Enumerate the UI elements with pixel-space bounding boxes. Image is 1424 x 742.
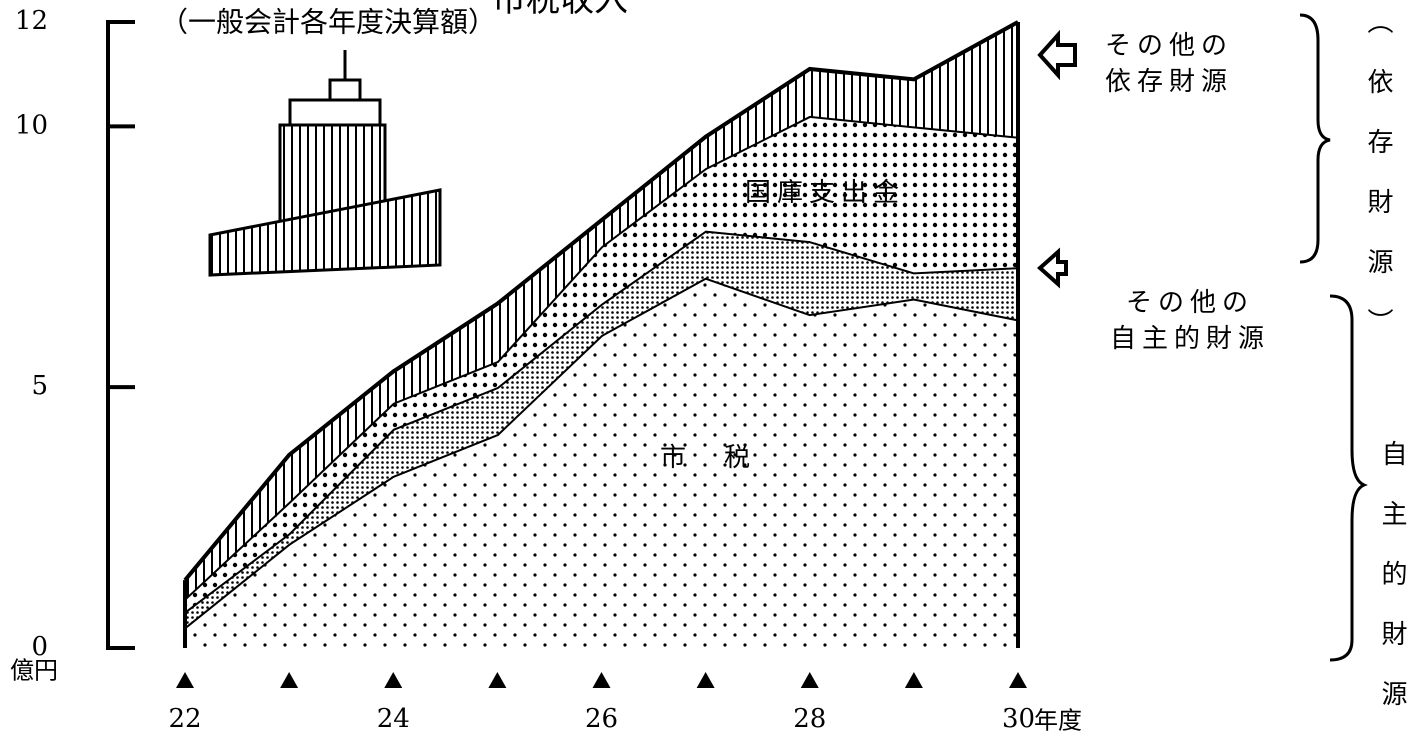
area [185, 277, 1018, 648]
x-tick [800, 672, 819, 688]
y-tick-label: 10 [15, 110, 48, 140]
x-tick-label: 28 [793, 704, 826, 734]
series-label: その他の 依存財源 [1105, 31, 1234, 97]
y-unit: 億円 [10, 657, 58, 685]
series-label: 国庫支出金 [745, 178, 906, 208]
area-line [183, 20, 1019, 582]
x-tick [1009, 672, 1027, 688]
arrows [1036, 29, 1077, 289]
x-tick [488, 672, 507, 688]
series-label: その他の 自主的財源 [1110, 288, 1271, 354]
x-tick-label: 30 [1002, 704, 1035, 734]
x-tick [696, 672, 715, 688]
x-tick-label: 26 [585, 704, 618, 734]
y-tick-label: 0 [31, 632, 48, 662]
chart-subtitle: （一般会計各年度決算額） [160, 6, 496, 39]
x-tick [176, 672, 194, 688]
x-tick [384, 672, 403, 688]
x-tick [280, 672, 299, 688]
group-label: 自主的財源 [1377, 440, 1407, 740]
y-tick-label: 12 [15, 6, 48, 36]
y-tick-label: 5 [31, 371, 48, 401]
x-unit: 年度 [1034, 707, 1082, 735]
series-label: 市 税 [660, 443, 757, 473]
area [185, 22, 1018, 599]
x-tick [904, 672, 923, 688]
braces [1299, 13, 1368, 662]
area [185, 230, 1018, 628]
chart-title: 市税収入 [492, 0, 628, 20]
group-label: （依存財源） [1363, 8, 1393, 368]
x-tick-label: 22 [168, 704, 201, 734]
building-illustration [208, 50, 442, 277]
x-tick-label: 24 [377, 704, 410, 734]
x-tick [592, 672, 611, 688]
area [185, 115, 1018, 612]
